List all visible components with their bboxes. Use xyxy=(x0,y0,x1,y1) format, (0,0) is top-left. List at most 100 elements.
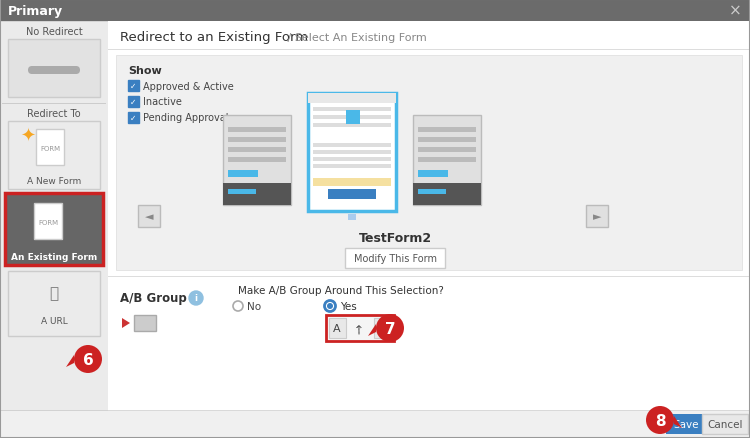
Bar xyxy=(5,194,103,265)
Bar xyxy=(308,94,396,104)
Text: i: i xyxy=(194,294,197,303)
Bar xyxy=(8,40,100,98)
Text: Pending Approval: Pending Approval xyxy=(143,113,229,123)
Text: ✓: ✓ xyxy=(130,98,136,107)
Bar xyxy=(313,108,391,112)
Text: / Select An Existing Form: / Select An Existing Form xyxy=(284,33,427,43)
Bar xyxy=(8,272,100,336)
Text: ✓: ✓ xyxy=(130,114,136,123)
Bar xyxy=(34,204,62,240)
Bar xyxy=(313,165,391,169)
Polygon shape xyxy=(674,416,682,428)
Bar xyxy=(223,116,291,205)
Bar xyxy=(418,128,476,133)
Polygon shape xyxy=(66,355,74,367)
Bar xyxy=(313,144,391,148)
Text: Make A/B Group Around This Selection?: Make A/B Group Around This Selection? xyxy=(238,285,444,295)
Bar xyxy=(116,56,742,270)
Text: ×: × xyxy=(729,4,742,18)
Text: Show: Show xyxy=(128,66,162,76)
Text: ✓: ✓ xyxy=(130,82,136,91)
Bar xyxy=(666,414,706,434)
Bar xyxy=(228,158,286,162)
Circle shape xyxy=(325,301,335,312)
Bar xyxy=(0,410,750,438)
Bar xyxy=(128,97,139,108)
Bar xyxy=(313,116,391,120)
Text: 7: 7 xyxy=(385,322,395,337)
Circle shape xyxy=(233,301,243,311)
Bar xyxy=(8,122,100,190)
Circle shape xyxy=(376,314,404,342)
Bar xyxy=(374,318,391,338)
Text: A New Form: A New Form xyxy=(27,177,81,186)
Bar xyxy=(418,138,476,143)
Circle shape xyxy=(327,303,333,309)
Text: ⚙: ⚙ xyxy=(427,187,439,200)
Text: Redirect to an Existing Form: Redirect to an Existing Form xyxy=(120,32,308,44)
Text: Save: Save xyxy=(674,419,699,429)
Bar xyxy=(702,414,748,434)
Bar xyxy=(36,130,64,166)
Bar xyxy=(2,104,106,105)
Bar xyxy=(328,190,376,200)
Bar xyxy=(586,205,608,227)
Bar xyxy=(346,111,360,125)
Bar xyxy=(413,116,481,205)
Text: FORM: FORM xyxy=(40,146,60,152)
Bar xyxy=(345,248,445,268)
Polygon shape xyxy=(368,324,376,336)
Bar xyxy=(418,148,476,153)
Circle shape xyxy=(74,345,102,373)
Polygon shape xyxy=(122,318,130,328)
Text: A/B Group: A/B Group xyxy=(120,292,187,305)
Bar xyxy=(418,171,448,177)
Text: No: No xyxy=(247,301,261,311)
Text: ↗: ↗ xyxy=(351,320,368,336)
Bar xyxy=(0,22,108,410)
Circle shape xyxy=(189,291,203,305)
Text: Inactive: Inactive xyxy=(143,97,182,107)
Bar xyxy=(138,205,160,227)
Bar xyxy=(108,277,750,411)
Bar xyxy=(313,179,391,187)
Bar xyxy=(308,94,396,212)
Bar xyxy=(0,22,750,410)
Text: Cancel: Cancel xyxy=(707,419,742,429)
Text: Modify This Form: Modify This Form xyxy=(353,254,436,263)
Bar xyxy=(329,318,346,338)
Text: Yes: Yes xyxy=(340,301,357,311)
Text: ⛓: ⛓ xyxy=(50,286,58,301)
Text: 8: 8 xyxy=(655,413,665,428)
Text: ◄: ◄ xyxy=(145,212,153,222)
Bar xyxy=(348,215,356,220)
Bar xyxy=(326,315,394,341)
Bar xyxy=(108,276,750,277)
Bar xyxy=(228,138,286,143)
Bar xyxy=(108,50,750,51)
Text: An Existing Form: An Existing Form xyxy=(10,253,98,262)
Bar xyxy=(228,190,256,194)
Bar xyxy=(128,81,139,92)
Bar xyxy=(228,148,286,153)
Text: 6: 6 xyxy=(82,353,93,367)
Text: No Redirect: No Redirect xyxy=(26,27,82,37)
Bar xyxy=(313,158,391,162)
FancyBboxPatch shape xyxy=(28,67,80,75)
Bar xyxy=(313,151,391,155)
Bar xyxy=(228,128,286,133)
Bar xyxy=(223,184,291,205)
Circle shape xyxy=(646,406,674,434)
Text: A URL: A URL xyxy=(40,317,68,326)
Text: ⚙: ⚙ xyxy=(237,187,248,200)
Bar xyxy=(313,124,391,128)
Bar xyxy=(228,171,258,177)
Bar xyxy=(418,190,446,194)
Text: ►: ► xyxy=(592,212,602,222)
Bar xyxy=(134,315,156,331)
Bar xyxy=(418,158,476,162)
Text: Primary: Primary xyxy=(8,4,63,18)
Text: A: A xyxy=(333,323,340,333)
Text: Approved & Active: Approved & Active xyxy=(143,81,234,91)
Text: ✦: ✦ xyxy=(20,128,35,146)
